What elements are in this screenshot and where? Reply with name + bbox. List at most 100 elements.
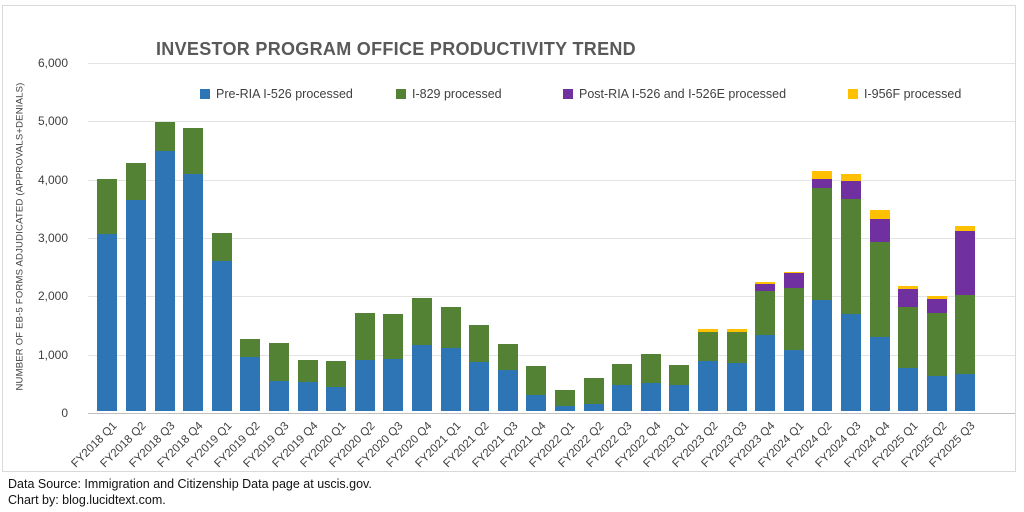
bar-segment	[783, 287, 804, 351]
bar-segment	[526, 395, 547, 411]
bar-segment	[955, 226, 976, 232]
gridline	[88, 238, 1015, 239]
bar-segment	[640, 354, 661, 383]
bar-stack	[554, 390, 575, 411]
bar-segment	[840, 314, 861, 411]
bar-segment	[755, 290, 776, 336]
bar-stack	[326, 360, 347, 411]
gridline	[88, 354, 1015, 356]
bar-segment	[840, 199, 861, 315]
bar-segment	[812, 187, 833, 300]
bar-stack	[755, 281, 776, 411]
bar-stack	[812, 170, 833, 411]
bar-segment	[411, 345, 432, 411]
legend-label: Post-RIA I-526 and I-526E processed	[579, 87, 787, 101]
legend: Pre-RIA I-526 processed I-829 processed Po…	[3, 87, 1024, 105]
bar-segment	[211, 232, 232, 261]
bar-segment	[125, 162, 146, 201]
bar-segment	[154, 150, 175, 411]
bar-stack	[383, 314, 404, 411]
bar-segment	[297, 359, 318, 382]
x-axis-line	[88, 413, 1015, 414]
bar-segment	[783, 273, 804, 288]
bar-segment	[440, 348, 461, 411]
bar-segment	[469, 362, 490, 411]
y-tick-label: 0	[61, 406, 68, 420]
bar-segment	[125, 200, 146, 411]
footer-source-line: Data Source: Immigration and Citizenship…	[8, 477, 372, 491]
bar-stack	[440, 306, 461, 411]
gridline	[88, 179, 1015, 181]
bar-segment	[583, 403, 604, 411]
bar-stack	[640, 354, 661, 411]
bar-segment	[554, 390, 575, 407]
bar-segment	[612, 385, 633, 411]
bar-segment	[755, 281, 776, 284]
bar-segment	[840, 173, 861, 181]
bar-segment	[97, 233, 118, 411]
bar-segment	[97, 179, 118, 234]
bar-segment	[268, 343, 289, 381]
bar-stack	[268, 343, 289, 411]
bar-segment	[354, 360, 375, 411]
bar-segment	[354, 313, 375, 361]
legend-label: Pre-RIA I-526 processed	[216, 87, 353, 101]
bar-stack	[411, 297, 432, 411]
bar-stack	[469, 325, 490, 411]
bar-stack	[526, 366, 547, 411]
bar-segment	[898, 307, 919, 368]
bar-segment	[697, 360, 718, 411]
y-tick-label: 5,000	[37, 114, 68, 129]
legend-item: I-956F processed	[848, 87, 961, 101]
bar-segment	[154, 122, 175, 151]
bar-segment	[326, 360, 347, 388]
bar-stack	[697, 329, 718, 411]
bar-segment	[812, 170, 833, 180]
bar-segment	[869, 242, 890, 337]
bar-segment	[812, 299, 833, 411]
bar-segment	[955, 373, 976, 411]
gridline	[88, 121, 1015, 123]
bar-stack	[154, 122, 175, 411]
bar-stack	[211, 232, 232, 411]
bar-segment	[526, 366, 547, 396]
bar-segment	[926, 312, 947, 376]
bar-segment	[326, 387, 347, 411]
bar-segment	[240, 356, 261, 411]
chart-title: INVESTOR PROGRAM OFFICE PRODUCTIVITY TRE…	[156, 39, 636, 59]
y-tick-label: 1,000	[37, 347, 68, 362]
y-tick-label: 3,000	[37, 231, 68, 245]
bar-stack	[955, 226, 976, 411]
bar-stack	[97, 179, 118, 411]
legend-swatch-icon	[200, 89, 210, 99]
bar-segment	[211, 260, 232, 411]
legend-swatch-icon	[396, 89, 406, 99]
bar-segment	[697, 331, 718, 361]
y-tick-label: 4,000	[37, 172, 68, 187]
bar-segment	[268, 380, 289, 411]
bar-segment	[497, 369, 518, 411]
bar-segment	[898, 286, 919, 289]
bar-stack	[840, 173, 861, 411]
bar-stack	[869, 210, 890, 411]
bar-stack	[297, 359, 318, 411]
bar-segment	[697, 329, 718, 332]
y-tick-label: 6,000	[37, 56, 68, 70]
gridline	[88, 63, 1015, 64]
bar-segment	[669, 385, 690, 411]
bar-segment	[783, 271, 804, 274]
bar-segment	[497, 344, 518, 370]
bar-segment	[383, 358, 404, 411]
legend-label: I-829 processed	[412, 87, 502, 101]
bar-stack	[240, 338, 261, 411]
bar-stack	[926, 296, 947, 411]
bar-stack	[183, 128, 204, 411]
gridline	[88, 296, 1015, 298]
bar-segment	[926, 296, 947, 299]
bar-segment	[898, 367, 919, 411]
chart-frame: INVESTOR PROGRAM OFFICE PRODUCTIVITY TRE…	[2, 5, 1016, 472]
bar-stack	[898, 286, 919, 411]
bar-stack	[583, 378, 604, 411]
bar-segment	[898, 288, 919, 308]
legend-swatch-icon	[848, 89, 858, 99]
